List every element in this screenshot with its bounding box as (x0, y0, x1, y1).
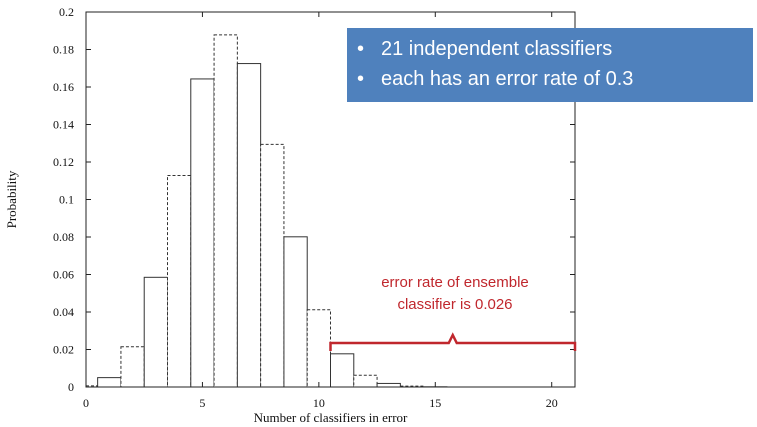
curly-brace (329, 332, 577, 351)
x-tick-label: 10 (313, 396, 325, 410)
histogram-bar (376, 382, 401, 388)
histogram-bar (236, 63, 262, 388)
x-axis-label: Number of classifiers in error (254, 410, 408, 425)
annotation-line: classifier is 0.026 (397, 296, 513, 313)
ticks-group: 0 0.02 0.04 0.06 0.08 0.1 0.12 0.14 0.16 0.18 0.2 0… (53, 5, 575, 410)
y-tick-label: 0.12 (53, 155, 74, 169)
plot-frame (85, 11, 576, 388)
callout-box: • 21 independent classifiers • each has an… (347, 28, 753, 102)
histogram-bar (213, 34, 238, 388)
histogram-bar (306, 309, 332, 388)
annotation-line: error rate of ensemble (381, 274, 529, 291)
y-tick-label: 0.18 (53, 43, 74, 57)
histogram-bar (260, 143, 285, 388)
histogram-bar (167, 175, 192, 388)
x-tick-label: 20 (546, 396, 558, 410)
y-tick-label: 0.2 (59, 5, 74, 19)
y-axis-label: Probability (4, 170, 19, 228)
y-tick-label: 0.14 (53, 118, 74, 132)
histogram-bar (330, 353, 355, 388)
bars-group (85, 34, 448, 388)
histogram-bar (283, 236, 308, 388)
histogram-bar (190, 78, 215, 388)
callout-item: • 21 independent classifiers (357, 38, 613, 60)
y-tick-label: 0.06 (53, 268, 74, 282)
y-tick-label: 0.1 (59, 193, 74, 207)
x-tick-label: 0 (83, 396, 89, 410)
histogram-bar (353, 374, 378, 388)
callout-item: • each has an error rate of 0.3 (357, 68, 634, 90)
histogram-bar (143, 276, 168, 388)
x-tick-label: 5 (199, 396, 205, 410)
callout-item-text: each has an error rate of 0.3 (381, 68, 634, 90)
x-tick-label: 15 (429, 396, 441, 410)
histogram-bar (120, 346, 145, 388)
y-tick-label: 0 (68, 380, 74, 394)
y-tick-label: 0.08 (53, 230, 74, 244)
histogram-bar (97, 377, 122, 388)
y-tick-label: 0.04 (53, 305, 74, 319)
ensemble-error-annotation: error rate of ensemble classifier is 0.0… (330, 272, 580, 316)
y-tick-label: 0.16 (53, 80, 74, 94)
y-tick-label: 0.02 (53, 343, 74, 357)
callout-item-text: 21 independent classifiers (381, 38, 613, 60)
